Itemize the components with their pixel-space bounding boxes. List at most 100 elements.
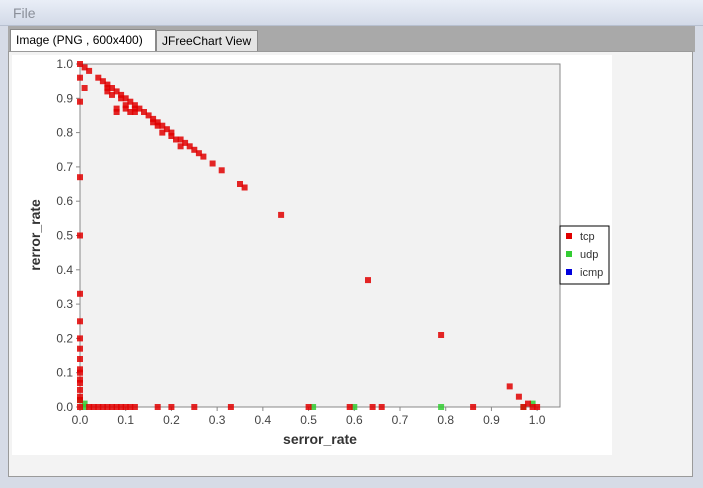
data-point-tcp (163, 126, 170, 133)
data-point-tcp (122, 102, 129, 109)
data-point-tcp (278, 211, 285, 218)
data-point-tcp (77, 366, 83, 373)
data-point-tcp (227, 404, 234, 410)
x-tick-label: 1.0 (529, 413, 546, 427)
data-point-tcp (118, 91, 125, 98)
y-tick-label: 0.3 (56, 297, 73, 311)
data-point-tcp (305, 404, 312, 410)
data-point-tcp (145, 112, 152, 119)
legend-label-icmp: icmp (580, 267, 603, 279)
data-point-tcp (81, 85, 88, 91)
data-point-tcp (118, 95, 125, 102)
data-point-tcp (470, 404, 477, 410)
data-point-tcp (77, 290, 83, 297)
data-point-tcp (168, 129, 175, 136)
data-point-tcp (77, 386, 83, 393)
data-point-tcp (104, 85, 111, 91)
data-point-tcp (109, 404, 115, 410)
data-point-tcp (378, 404, 385, 410)
y-tick-label: 1.0 (56, 57, 73, 71)
data-point-tcp (77, 232, 83, 239)
data-point-tcp (127, 404, 134, 410)
data-point-tcp (159, 122, 166, 129)
data-point-tcp (113, 404, 120, 410)
data-point-tcp (77, 318, 83, 325)
data-point-tcp (168, 133, 175, 139)
menu-bar: File (0, 0, 703, 26)
data-point-tcp (177, 143, 184, 150)
tab-jfreechart-view[interactable]: JFreeChart View (156, 30, 258, 52)
x-tick-label: 0.0 (72, 413, 89, 427)
data-point-tcp (182, 139, 189, 146)
data-point-tcp (150, 115, 157, 122)
data-point-tcp (99, 404, 106, 410)
data-point-tcp (195, 150, 202, 157)
data-point-tcp (99, 78, 106, 85)
y-tick-label: 0.0 (56, 400, 73, 414)
data-point-tcp (154, 122, 161, 129)
data-point-tcp (191, 404, 198, 410)
data-point-tcp (95, 74, 102, 81)
y-tick-label: 0.7 (56, 160, 73, 174)
data-point-tcp (209, 160, 216, 167)
data-point-tcp (237, 181, 243, 187)
data-point-tcp (154, 119, 161, 126)
data-point-tcp (86, 404, 93, 410)
data-point-tcp (241, 184, 248, 191)
data-point-tcp (77, 393, 83, 400)
x-tick-label: 0.1 (117, 413, 134, 427)
data-point-tcp (177, 136, 184, 143)
data-point-tcp (520, 404, 527, 410)
y-axis-label: rerror_rate (27, 199, 43, 271)
data-point-tcp (534, 404, 541, 410)
data-point-tcp (77, 61, 83, 67)
y-tick-label: 0.1 (56, 366, 73, 380)
data-point-tcp (77, 356, 83, 362)
legend: tcp udp icmp (559, 225, 610, 285)
data-point-udp (310, 404, 317, 410)
data-point-tcp (515, 393, 522, 400)
x-axis-ticks: 0.0 0.1 0.2 0.3 0.4 0.5 0.6 0.7 0.8 0.9 1.0 (72, 407, 546, 427)
data-point-tcp (77, 74, 83, 81)
plot-area (79, 63, 561, 408)
data-point-tcp (154, 404, 161, 410)
y-tick-label: 0.9 (56, 91, 73, 105)
data-point-tcp (369, 404, 376, 410)
data-point-tcp (218, 167, 225, 174)
data-point-tcp (506, 383, 513, 390)
data-point-tcp (346, 404, 353, 410)
menu-file[interactable]: File (13, 5, 36, 21)
legend-label-tcp: tcp (580, 231, 595, 243)
legend-swatch-udp (566, 251, 572, 257)
data-point-tcp (77, 98, 83, 105)
y-tick-label: 0.8 (56, 126, 73, 140)
data-point-tcp (104, 404, 111, 410)
x-tick-label: 0.7 (392, 413, 409, 427)
data-point-udp (81, 404, 88, 410)
data-point-tcp (131, 404, 138, 410)
data-point-tcp (141, 109, 147, 115)
x-tick-label: 0.8 (437, 413, 454, 427)
data-point-tcp (77, 335, 83, 342)
data-point-udp (351, 404, 358, 410)
data-point-tcp (186, 143, 193, 150)
y-tick-label: 0.4 (56, 263, 73, 277)
data-point-tcp (77, 380, 83, 386)
x-tick-label: 0.2 (163, 413, 180, 427)
data-point-tcp (365, 277, 371, 284)
tab-strip: Image (PNG , 600x400) JFreeChart View (8, 26, 695, 53)
data-point-tcp (525, 400, 531, 407)
y-tick-label: 0.2 (56, 331, 73, 345)
data-point-tcp (77, 397, 83, 404)
data-point-tcp (122, 105, 129, 112)
data-point-tcp (90, 404, 97, 410)
data-point-tcp (159, 129, 166, 136)
data-point-tcp (438, 332, 445, 338)
data-point-tcp (81, 64, 88, 71)
chart-image: 0.0 0.1 0.2 0.3 0.4 0.5 0.6 0.7 0.8 0.9 1.0 0.0 0.1… (12, 55, 612, 455)
data-point-tcp (136, 105, 143, 112)
data-point-tcp (122, 95, 129, 102)
tab-image[interactable]: Image (PNG , 600x400) (10, 29, 156, 53)
x-axis-label: serror_rate (283, 431, 357, 447)
data-point-udp (81, 400, 88, 407)
